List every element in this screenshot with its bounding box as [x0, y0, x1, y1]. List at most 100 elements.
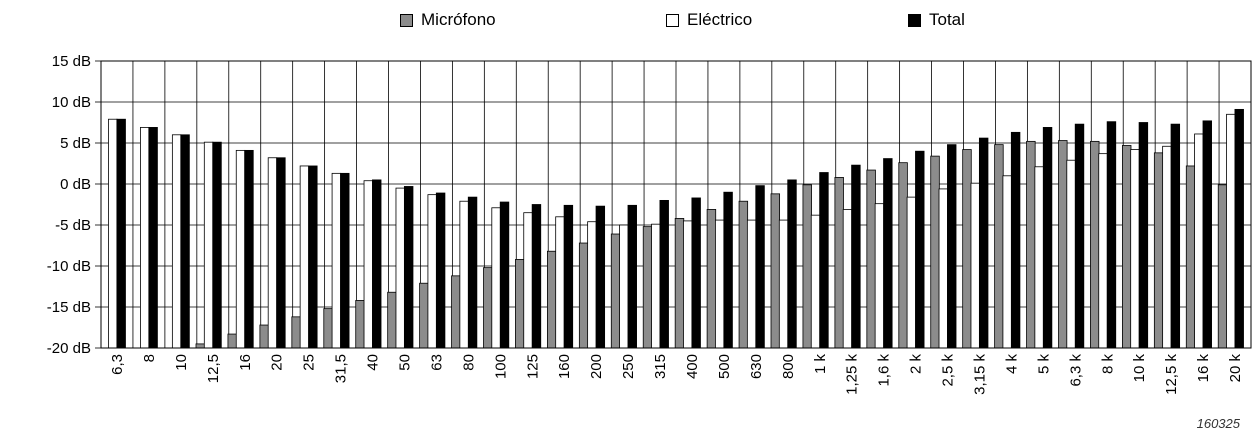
bar-electrico	[587, 221, 597, 349]
y-tick-label: -15 dB	[47, 299, 91, 316]
x-tick-label: 16	[237, 354, 254, 371]
bar-electrico	[171, 134, 182, 349]
y-tick-label: -10 dB	[47, 258, 91, 275]
bar-electrico	[683, 220, 693, 349]
bar-microfono	[1217, 184, 1228, 349]
bar-electrico	[299, 165, 310, 349]
x-tick-label: 125	[524, 354, 541, 379]
bar-total	[435, 192, 446, 349]
bar-electrico	[970, 182, 980, 349]
x-tick-label: 50	[396, 354, 413, 371]
bar-electrico	[842, 209, 853, 349]
x-tick-label: 6,3	[109, 354, 126, 375]
bar-electrico	[140, 127, 150, 349]
bar-electrico	[491, 207, 501, 349]
x-tick-label: 80	[460, 354, 477, 371]
bar-electrico	[1002, 175, 1012, 349]
bar-electrico	[203, 141, 214, 349]
bar-total	[148, 127, 158, 349]
y-tick-label: 5 dB	[60, 135, 91, 152]
x-tick-label: 8 k	[1099, 354, 1116, 375]
bar-microfono	[578, 242, 589, 349]
bar-microfono	[195, 343, 206, 349]
bar-microfono	[898, 162, 908, 349]
x-tick-label: 1,6 k	[876, 354, 893, 387]
bar-total	[467, 196, 478, 349]
bar-electrico	[395, 187, 405, 349]
x-tick-label: 20	[269, 354, 286, 371]
x-tick-label: 12,5	[205, 354, 222, 383]
bar-total	[563, 204, 574, 349]
x-tick-label: 40	[365, 354, 382, 371]
x-tick-label: 8	[141, 354, 158, 362]
x-tick-label: 800	[780, 354, 797, 379]
bar-microfono	[994, 144, 1004, 349]
bar-total	[340, 172, 350, 349]
x-tick-label: 63	[428, 354, 445, 371]
x-tick-label: 5 k	[1035, 354, 1052, 375]
bar-microfono	[451, 275, 461, 349]
bar-electrico	[1066, 159, 1076, 349]
bar-total	[659, 199, 669, 349]
x-tick-label: 25	[301, 354, 318, 371]
bar-electrico	[651, 223, 661, 349]
bar-total	[595, 205, 606, 349]
bar-microfono	[1026, 140, 1036, 349]
legend-label-total: Total	[929, 10, 965, 29]
x-tick-label: 630	[748, 354, 765, 379]
bar-microfono	[1058, 140, 1068, 349]
x-tick-label: 1,25 k	[844, 354, 861, 395]
bar-microfono	[387, 291, 397, 349]
bar-microfono	[802, 184, 812, 349]
bar-total	[403, 186, 414, 349]
x-tick-label: 10 k	[1131, 354, 1148, 383]
x-tick-label: 2 k	[908, 354, 925, 375]
bar-electrico	[938, 188, 949, 349]
y-tick-label: 0 dB	[60, 176, 91, 193]
bar-electrico	[331, 172, 342, 349]
bar-total	[244, 149, 254, 349]
bar-total	[947, 144, 957, 349]
x-tick-label: 20 k	[1227, 354, 1244, 383]
bar-electrico	[1226, 113, 1236, 349]
bar-microfono	[259, 324, 269, 349]
bar-microfono	[674, 218, 685, 349]
bar-total	[851, 164, 861, 349]
bar-electrico	[746, 219, 757, 349]
x-tick-label: 16 k	[1195, 354, 1212, 383]
bar-microfono	[738, 200, 749, 349]
bar-electrico	[1194, 133, 1204, 349]
x-tick-label: 200	[588, 354, 605, 379]
x-tick-label: 100	[492, 354, 509, 379]
x-tick-label: 160	[556, 354, 573, 379]
bar-total	[819, 172, 829, 349]
x-tick-label: 400	[684, 354, 701, 379]
bar-electrico	[715, 219, 725, 349]
bar-total	[116, 118, 126, 349]
bar-total	[915, 150, 925, 349]
bar-total	[1138, 122, 1149, 349]
bar-total	[372, 179, 382, 349]
bar-total	[308, 165, 318, 349]
legend-item-electrico: Eléctrico	[666, 10, 752, 30]
bar-electrico	[1162, 145, 1172, 349]
bar-total	[978, 137, 989, 349]
legend-swatch-microfono	[400, 13, 413, 27]
x-tick-label: 12,5 k	[1163, 354, 1180, 395]
x-tick-label: 250	[620, 354, 637, 379]
y-tick-label: 10 dB	[52, 94, 91, 111]
bar-electrico	[427, 194, 437, 349]
bar-microfono	[546, 250, 557, 349]
bar-total	[627, 204, 637, 349]
x-tick-label: 2,5 k	[940, 354, 957, 387]
bar-microfono	[1121, 145, 1132, 349]
bar-microfono	[642, 226, 653, 349]
bar-total	[691, 197, 701, 349]
bar-microfono	[834, 177, 844, 349]
bar-total	[1074, 123, 1085, 349]
legend-swatch-electrico	[666, 13, 679, 27]
bar-total	[1202, 120, 1212, 349]
bar-microfono	[291, 316, 301, 349]
x-tick-label: 1 k	[812, 354, 829, 375]
